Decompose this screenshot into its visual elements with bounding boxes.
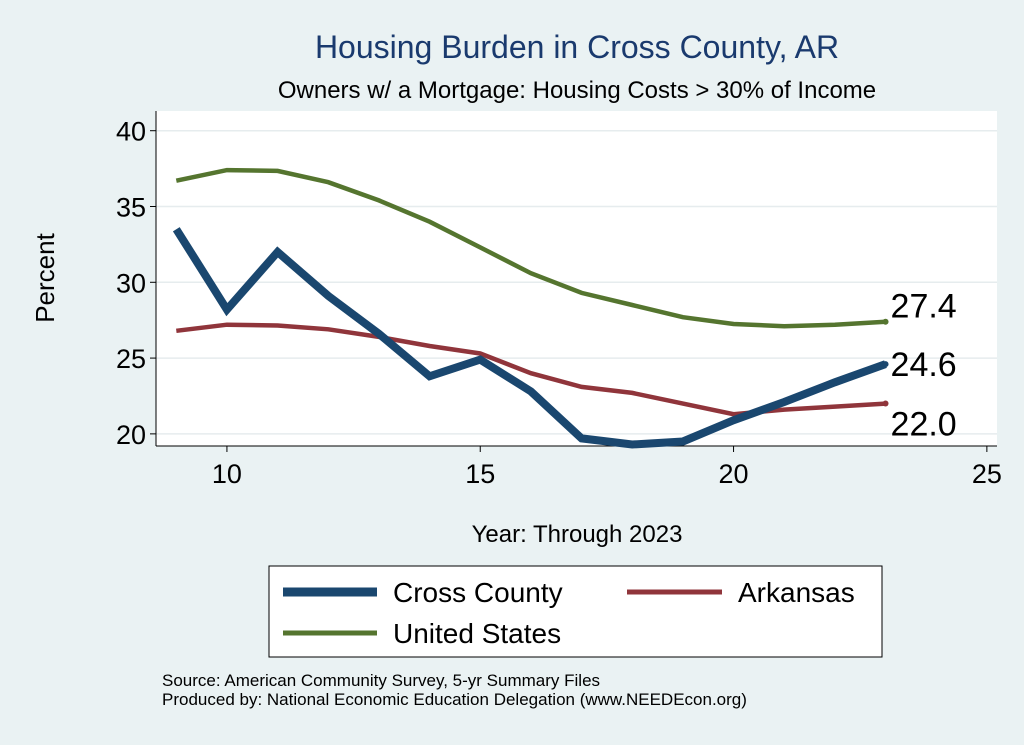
legend-label-arkansas: Arkansas bbox=[738, 577, 855, 608]
x-tick-label: 25 bbox=[972, 459, 1002, 489]
end-point-marker bbox=[882, 318, 889, 325]
y-tick-label: 35 bbox=[116, 192, 146, 222]
y-tick-label: 40 bbox=[116, 117, 146, 147]
chart-subtitle: Owners w/ a Mortgage: Housing Costs > 30… bbox=[278, 77, 876, 104]
x-tick-label: 15 bbox=[465, 459, 495, 489]
series-layer bbox=[172, 167, 887, 449]
x-axis-label: Year: Through 2023 bbox=[472, 521, 683, 548]
source-note: Source: American Community Survey, 5-yr … bbox=[162, 671, 601, 690]
end-point-marker bbox=[882, 361, 889, 368]
end-labels: 24.6 22.0 27.4 bbox=[882, 288, 957, 444]
chart-title: Housing Burden in Cross County, AR bbox=[315, 29, 839, 65]
legend-label-cross-county: Cross County bbox=[393, 577, 563, 608]
y-tick-label: 25 bbox=[116, 344, 146, 374]
y-axis-ticks: 20 25 30 35 40 bbox=[116, 117, 156, 450]
x-tick-label: 10 bbox=[212, 459, 242, 489]
end-value-label: 27.4 bbox=[891, 288, 957, 326]
footer: Source: American Community Survey, 5-yr … bbox=[162, 671, 747, 709]
legend-label-united-states: United States bbox=[393, 618, 561, 649]
x-tick-label: 20 bbox=[719, 459, 749, 489]
y-tick-label: 20 bbox=[116, 420, 146, 450]
end-value-label: 24.6 bbox=[891, 346, 957, 384]
series-line-united-states bbox=[175, 167, 886, 329]
legend: Cross County Arkansas United States bbox=[268, 565, 883, 658]
legend-box bbox=[268, 565, 883, 658]
gridlines bbox=[156, 129, 997, 435]
series-line-cross-county bbox=[172, 227, 887, 449]
x-axis-ticks: 10 15 20 25 bbox=[212, 446, 1002, 489]
end-value-label: 22.0 bbox=[891, 406, 957, 444]
y-tick-label: 30 bbox=[116, 268, 146, 298]
plot-area bbox=[156, 111, 997, 446]
y-axis-label: Percent bbox=[30, 232, 60, 322]
end-point-marker bbox=[882, 400, 889, 407]
producer-note: Produced by: National Economic Education… bbox=[162, 690, 747, 709]
